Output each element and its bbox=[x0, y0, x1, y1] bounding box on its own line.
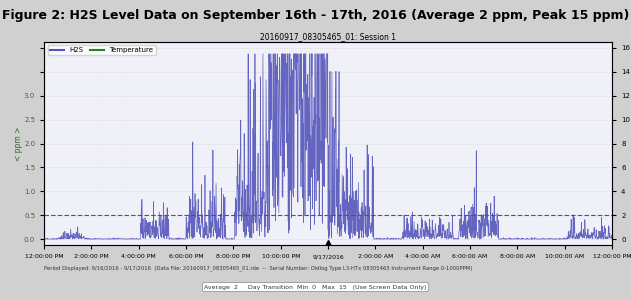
Text: Figure 2: H2S Level Data on September 16th - 17th, 2016 (Average 2 ppm, Peak 15 : Figure 2: H2S Level Data on September 16… bbox=[2, 9, 629, 22]
Legend: H2S, Temperature: H2S, Temperature bbox=[48, 45, 156, 56]
Text: Period Displayed: 9/16/2016 - 9/17/2016  (Data File: 20160917_08305465_01.rde  -: Period Displayed: 9/16/2016 - 9/17/2016 … bbox=[44, 265, 473, 271]
Title: 20160917_08305465_01: Session 1: 20160917_08305465_01: Session 1 bbox=[260, 32, 396, 41]
Y-axis label: < ppm >: < ppm > bbox=[13, 126, 23, 161]
Text: Average  2     Day Transition  Min  0   Max  15   (Use Screen Data Only): Average 2 Day Transition Min 0 Max 15 (U… bbox=[204, 285, 427, 289]
